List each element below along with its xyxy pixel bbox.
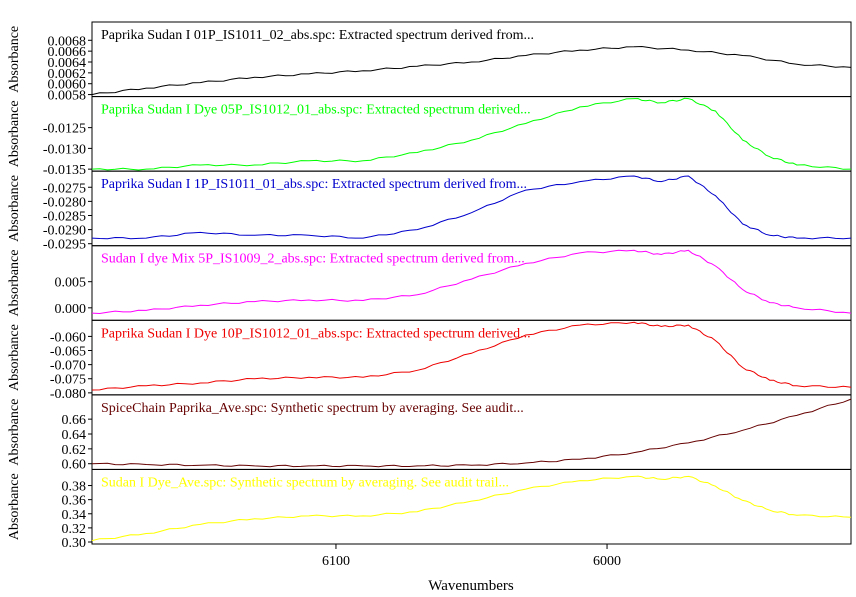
panel-label-1: Paprika Sudan I 01P_IS1011_02_abs.spc: E…: [101, 28, 534, 43]
y-tick-label: 0.60: [62, 458, 87, 473]
y-tick-label: 0.36: [62, 494, 87, 509]
y-tick-label: 0.000: [55, 302, 87, 317]
y-axis-label-5: Absorbance: [7, 324, 22, 391]
y-tick-label: 0.38: [62, 480, 87, 495]
y-tick-label: -0.0275: [43, 181, 86, 196]
y-tick-label: 0.34: [62, 508, 87, 523]
y-tick-label: 0.0058: [48, 89, 87, 104]
spectra-panels: Paprika Sudan I 01P_IS1011_02_abs.spc: E…: [7, 21, 852, 551]
y-tick-label: 0.62: [62, 443, 87, 458]
y-tick-label: 0.30: [62, 536, 87, 551]
panel-label-4: Sudan I dye Mix 5P_IS1009_2_abs.spc: Ext…: [101, 252, 525, 267]
y-tick-label: -0.0135: [43, 163, 86, 178]
panel-3: Paprika Sudan I 1P_IS1011_01_abs.spc: Ex…: [7, 170, 852, 253]
y-tick-label: 0.66: [62, 413, 87, 428]
panel-label-7: Sudan I Dye_Ave.spc: Synthetic spectrum …: [101, 475, 509, 490]
y-axis-label-2: Absorbance: [7, 100, 22, 167]
x-tick-label: 6000: [593, 554, 621, 569]
y-tick-label: -0.0130: [43, 142, 86, 157]
x-tick-label: 6100: [322, 554, 350, 569]
y-tick-label: -0.0290: [43, 224, 86, 239]
panel-1: Paprika Sudan I 01P_IS1011_02_abs.spc: E…: [7, 21, 852, 104]
y-tick-label: -0.0280: [43, 195, 86, 210]
y-tick-label: 0.0066: [48, 45, 87, 60]
series-line-7: [91, 475, 852, 542]
series-line-2: [91, 97, 852, 171]
y-tick-label: -0.080: [50, 387, 86, 402]
y-tick-label: -0.065: [50, 345, 86, 360]
y-tick-label: -0.075: [50, 373, 86, 388]
y-tick-label: -0.060: [50, 330, 86, 345]
panel-label-6: SpiceChain Paprika_Ave.spc: Synthetic sp…: [101, 401, 524, 416]
y-axis-label-1: Absorbance: [7, 26, 22, 93]
y-tick-label: -0.0285: [43, 209, 86, 224]
panel-5: Paprika Sudan I Dye 10P_IS1012_01_abs.sp…: [7, 319, 852, 402]
panel-label-5: Paprika Sudan I Dye 10P_IS1012_01_abs.sp…: [101, 326, 531, 341]
y-axis-label-4: Absorbance: [7, 250, 22, 317]
y-axis-label-7: Absorbance: [7, 473, 22, 540]
panel-frame: [91, 468, 852, 545]
y-tick-label: -0.070: [50, 359, 86, 374]
panel-7: Sudan I Dye_Ave.spc: Synthetic spectrum …: [7, 468, 852, 551]
series-line-6: [91, 398, 852, 468]
panel-4: Sudan I dye Mix 5P_IS1009_2_abs.spc: Ext…: [7, 245, 852, 321]
x-axis: 610060005900: [322, 544, 621, 569]
series-line-1: [91, 45, 852, 96]
panel-label-3: Paprika Sudan I 1P_IS1011_01_abs.spc: Ex…: [101, 177, 527, 192]
y-tick-label: 0.0062: [48, 67, 87, 82]
y-tick-label: 0.0064: [48, 56, 87, 71]
y-axis-label-6: Absorbance: [7, 399, 22, 466]
y-tick-label: 0.64: [62, 428, 87, 443]
series-line-4: [91, 249, 852, 315]
y-axis-label-3: Absorbance: [7, 175, 22, 242]
y-tick-label: -0.0125: [43, 122, 86, 137]
y-tick-label: 0.005: [55, 276, 87, 291]
y-tick-label: 0.0068: [48, 34, 87, 49]
y-tick-label: -0.0295: [43, 238, 86, 253]
series-line-5: [91, 321, 852, 391]
series-line-3: [91, 175, 852, 240]
y-tick-label: 0.32: [62, 522, 87, 537]
panel-label-2: Paprika Sudan I Dye 05P_IS1012_01_abs.sp…: [101, 103, 531, 118]
panel-2: Paprika Sudan I Dye 05P_IS1012_01_abs.sp…: [7, 96, 852, 178]
panel-6: SpiceChain Paprika_Ave.spc: Synthetic sp…: [7, 394, 852, 473]
y-tick-label: 0.0060: [48, 78, 87, 93]
x-axis-label: Wavenumbers: [428, 578, 514, 594]
